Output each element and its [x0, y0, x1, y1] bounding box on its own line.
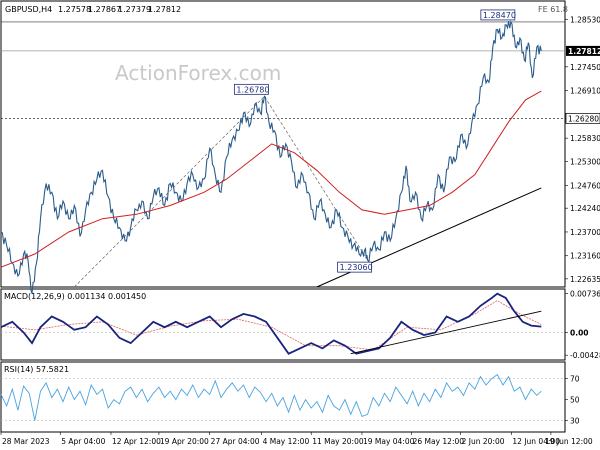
price-panel: [0, 0, 566, 288]
price-layer: 1.26780 1.23060 1.28470: [0, 9, 565, 294]
support-level-label: 1.26280: [568, 114, 599, 123]
price-axis-label: 1.25830: [570, 134, 600, 143]
price-axis-label: 1.28530: [570, 15, 600, 24]
time-axis-label: 11 May 20:00: [312, 437, 364, 446]
price-axis-label: 1.23700: [570, 228, 600, 237]
rsi-label: RSI(14) 57.5821: [4, 365, 69, 374]
symbol-label: GBPUSD,H4: [5, 5, 52, 14]
time-axis-label: 27 Apr 04:00: [211, 437, 260, 446]
price-axis-label: 1.25300: [570, 158, 600, 167]
ohlc-close: 1.27812: [148, 5, 181, 14]
price-axis-label: 1.24760: [570, 181, 600, 190]
fib-extension-label: FE 61.8: [538, 5, 568, 14]
rsi-axis-label: 70: [570, 375, 580, 384]
macd-axis-label: 0.007366: [570, 289, 600, 298]
price-annotation-box: [480, 9, 516, 21]
rsi-layer: [0, 373, 565, 421]
support-level-box: [565, 113, 600, 124]
ohlc-open: 1.27578: [58, 5, 91, 14]
macd-axis-label: 0.00: [570, 328, 589, 337]
ohlc-high: 1.27867: [88, 5, 121, 14]
price-axis-label: 1.26910: [570, 87, 600, 96]
price-annotation-label: 1.26780: [236, 85, 269, 94]
price-axis-label: 1.22635: [570, 275, 600, 284]
price-line: [0, 20, 542, 294]
time-axis-label: 12 Apr 12:00: [112, 437, 161, 446]
last-price-label: 1.27812: [568, 47, 600, 56]
watermark: ActionForex.com: [115, 61, 281, 85]
time-axis-label: 19 Apr 20:00: [160, 437, 209, 446]
rsi-axis-label: 50: [570, 396, 580, 405]
macd-panel: [0, 288, 566, 361]
time-axis-label: 19 May 04:00: [363, 437, 415, 446]
price-axis-label: 1.24240: [570, 204, 600, 213]
price-annotation-box: [337, 261, 373, 273]
price-annotation-box: [233, 83, 269, 95]
rsi-axis-label: 30: [570, 417, 580, 426]
macd-layer: [0, 292, 565, 355]
macd-axis-label: -0.004286: [570, 351, 600, 360]
last-price-box: [566, 45, 600, 56]
time-axis-label: 4 May 12:00: [263, 437, 310, 446]
macd-trend-line: [350, 310, 542, 355]
time-axis-label: 5 Apr 04:00: [61, 437, 105, 446]
time-axis-label: 12 Jun 04:00: [512, 437, 560, 446]
time-axis-label: 2 Jun 20:00: [462, 437, 505, 446]
price-annotation-label: 1.28470: [483, 11, 516, 20]
ohlc-low: 1.27379: [118, 5, 151, 14]
moving-average-line: [0, 90, 542, 268]
macd-line: [0, 292, 542, 355]
macd-label: MACD(12,26,9) 0.001134 0.001450: [4, 292, 146, 301]
time-axis-label: 28 Mar 2023: [2, 437, 50, 446]
rsi-line: [0, 373, 542, 421]
macd-signal-line: [0, 300, 542, 351]
price-axis-label: 1.27450: [570, 63, 600, 72]
price-annotation-label: 1.23060: [340, 263, 373, 272]
time-axis-label: 26 May 12:00: [413, 437, 465, 446]
rsi-panel: [0, 361, 566, 433]
price-axis-label: 1.23160: [570, 252, 600, 261]
axis-layer: 1.28530 1.27450 1.26910 1.25830 1.25300 1.247…: [0, 15, 600, 446]
time-axis-label: 19 Jun 12:00: [545, 437, 593, 446]
